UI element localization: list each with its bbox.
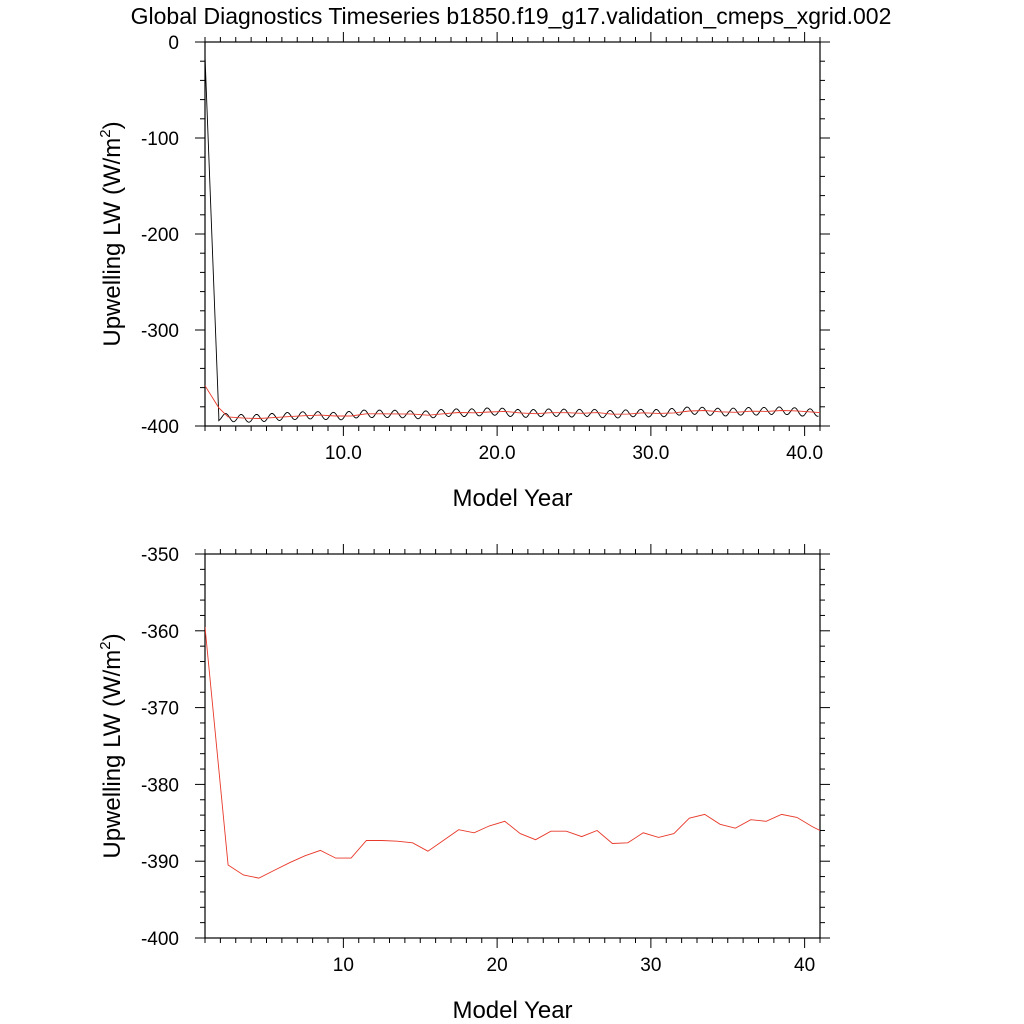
x-tick-label: 40	[794, 955, 815, 976]
y-tick-label: -400	[141, 417, 179, 438]
x-axis-label: Model Year	[452, 485, 572, 512]
x-tick-label: 30	[640, 955, 661, 976]
x-tick-label: 10	[333, 955, 354, 976]
plot-frame	[204, 41, 821, 427]
y-tick-label: -390	[141, 852, 179, 873]
series-line-1	[205, 385, 820, 419]
x-tick-label: 10.0	[325, 443, 362, 464]
y-tick-label: -300	[141, 321, 179, 342]
x-tick-label: 20.0	[479, 443, 516, 464]
y-axis-label: Upwelling LW (W/m2)	[97, 121, 126, 346]
series-line-0	[205, 626, 820, 879]
x-tick-label: 20	[487, 955, 508, 976]
y-tick-label: -380	[141, 775, 179, 796]
y-tick-label: 0	[168, 33, 179, 54]
top-panel: 0 -100 -200 -300 -400 10.0 20.0 30.0 40.0 Model Y…	[97, 32, 830, 512]
x-tick-label: 30.0	[632, 443, 669, 464]
y-tick-label: -370	[141, 699, 179, 720]
x-axis-label: Model Year	[452, 997, 572, 1024]
y-tick-label: -400	[141, 929, 179, 950]
y-tick-label: -360	[141, 622, 179, 643]
y-tick-label: -350	[141, 545, 179, 566]
y-tick-label: -200	[141, 225, 179, 246]
y-axis-label: Upwelling LW (W/m2)	[97, 633, 126, 858]
x-tick-label: 40.0	[786, 443, 823, 464]
bottom-panel: -350 -360 -370 -380 -390 -400 10 20 30 40 Model Ye…	[97, 544, 830, 1024]
plot-area	[205, 626, 820, 879]
plot-area	[205, 56, 820, 423]
y-tick-label: -100	[141, 129, 179, 150]
plot-frame	[204, 553, 821, 939]
series-line-0	[205, 56, 819, 423]
chart-title: Global Diagnostics Timeseries b1850.f19_…	[131, 3, 892, 29]
